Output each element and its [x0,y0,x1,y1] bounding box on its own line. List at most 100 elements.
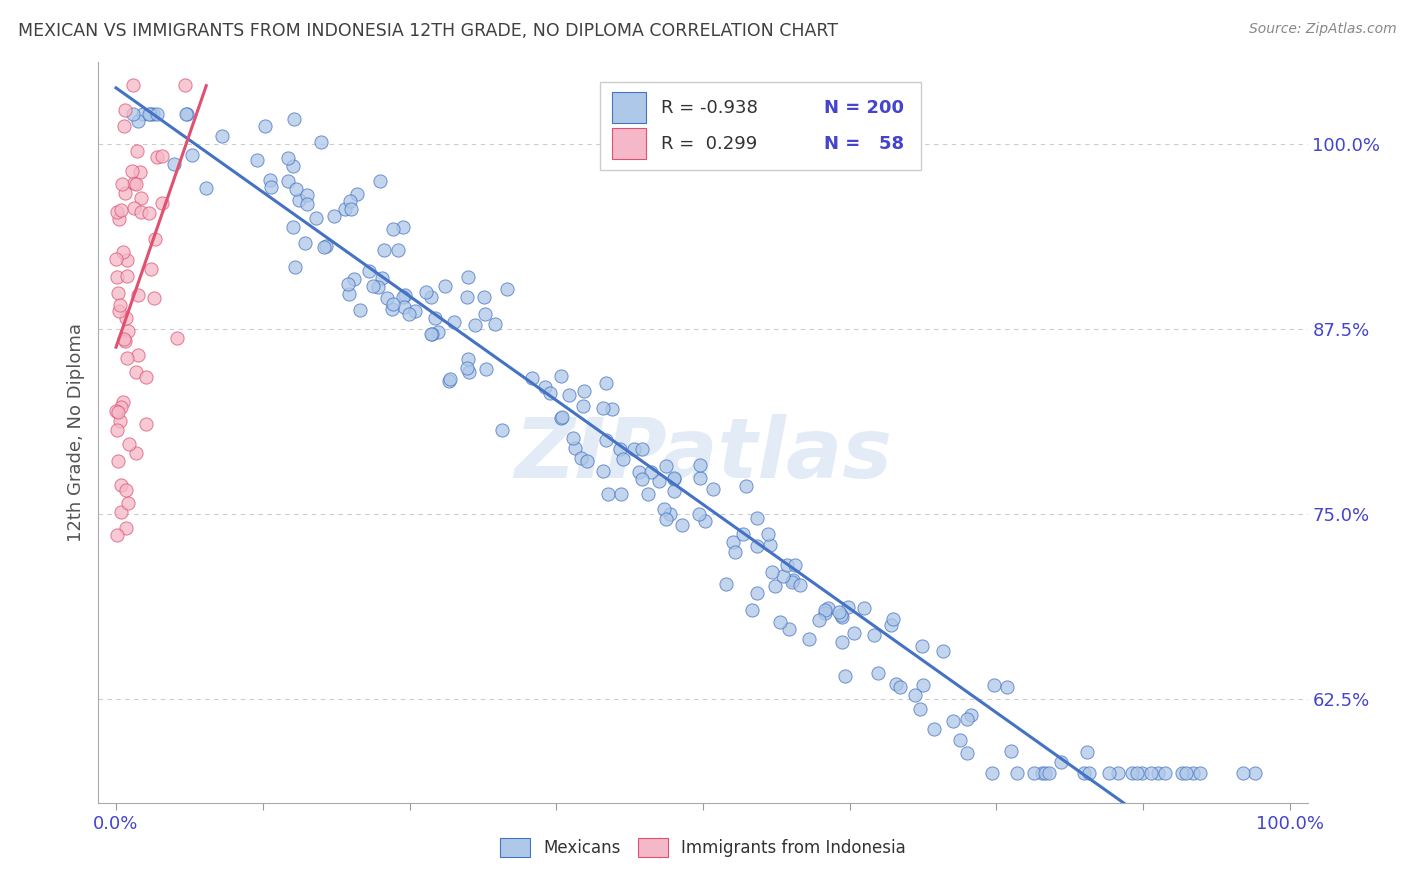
Point [484,317,506,331]
Point [115,351,138,365]
Point [108,304,131,318]
Point [259,180,281,194]
Point [194,181,217,195]
FancyBboxPatch shape [600,82,921,169]
Point [1098,766,1121,780]
Point [129,204,152,219]
Point [658,508,681,522]
Point [387,244,409,258]
Point [572,399,595,413]
Point [107,286,129,301]
Point [211,129,233,144]
Point [637,486,659,500]
Point [117,496,139,510]
Point [756,526,779,541]
Point [114,483,136,497]
Point [114,186,136,200]
Point [142,107,165,121]
FancyBboxPatch shape [613,128,647,160]
Point [283,112,305,127]
Point [831,635,853,649]
Point [111,395,134,409]
Point [981,765,1004,780]
Point [127,348,149,362]
Point [853,601,876,615]
Point [105,252,128,266]
Point [496,282,519,296]
Point [837,600,859,615]
Point [778,622,800,636]
Point [904,689,927,703]
Point [335,202,357,217]
Point [339,194,361,208]
Point [114,334,136,348]
Point [569,451,592,466]
Point [122,201,145,215]
Point [807,613,830,627]
Point [884,677,907,691]
Point [763,579,786,593]
Point [558,388,581,402]
Text: Source: ZipAtlas.com: Source: ZipAtlas.com [1249,22,1396,37]
Point [908,702,931,716]
FancyBboxPatch shape [613,92,647,123]
Point [337,277,360,291]
Point [124,178,146,192]
Point [288,193,311,207]
Point [254,119,277,133]
Point [135,369,157,384]
Point [392,220,415,235]
Point [346,186,368,201]
Point [828,605,851,619]
Point [1139,766,1161,780]
Point [745,539,768,553]
Point [830,607,852,622]
Point [693,514,716,528]
Text: R = -0.938: R = -0.938 [661,99,758,117]
Point [381,301,404,316]
Y-axis label: 12th Grade, No Diploma: 12th Grade, No Diploma [66,323,84,542]
Point [105,404,128,418]
Point [932,644,955,658]
Point [437,374,460,388]
Point [420,327,443,342]
Point [337,287,360,301]
Point [1181,766,1204,780]
Point [277,174,299,188]
Point [283,159,305,173]
Point [381,297,404,311]
Point [107,454,129,468]
Point [1146,766,1168,780]
Point [176,107,198,121]
Point [652,501,675,516]
Point [797,632,820,646]
Point [520,370,543,384]
Point [110,401,132,415]
Point [1121,766,1143,780]
Point [572,384,595,398]
Point [117,437,139,451]
Point [367,279,389,293]
Point [474,361,496,376]
Point [425,310,447,325]
Point [456,290,478,304]
Text: ZIPatlas: ZIPatlas [515,414,891,495]
Legend: Mexicans, Immigrants from Indonesia: Mexicans, Immigrants from Indonesia [501,838,905,857]
Point [415,285,437,299]
Point [117,324,139,338]
Point [648,474,671,488]
Point [1078,766,1101,780]
Point [284,260,307,274]
Point [392,301,415,315]
Point [747,586,769,600]
Point [146,107,169,121]
Point [1076,745,1098,759]
Point [813,607,835,621]
Point [108,212,131,227]
Point [721,535,744,549]
Point [129,165,152,179]
Point [942,714,965,728]
Point [761,566,783,580]
Point [1188,766,1211,780]
Point [662,471,685,485]
